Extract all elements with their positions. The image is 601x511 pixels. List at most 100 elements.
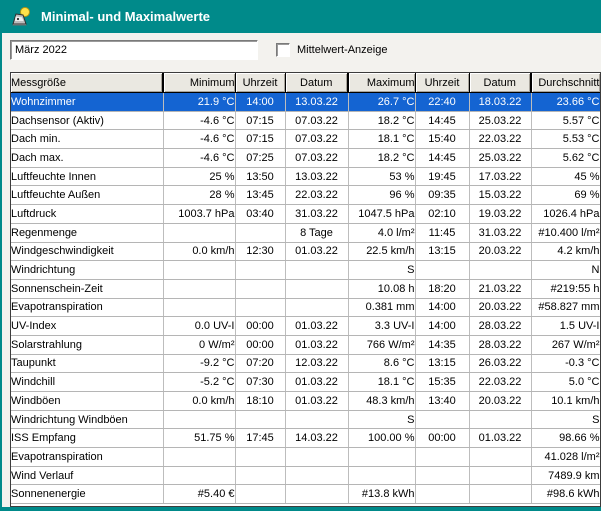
value-cell: 13.03.22: [285, 167, 349, 187]
value-cell: 31.03.22: [285, 204, 349, 224]
column-header[interactable]: Datum: [285, 73, 349, 93]
measurement-name-cell: Windgeschwindigkeit: [11, 242, 164, 262]
value-cell: [285, 410, 349, 430]
column-header[interactable]: Durchschnitt: [530, 73, 600, 93]
value-cell: 28.03.22: [469, 316, 532, 336]
value-cell: 10.08 h: [347, 279, 416, 299]
header-row: Messgröße Minimum Uhrzeit Datum Maximum Uhrze…: [11, 73, 600, 93]
value-cell: 96 %: [347, 185, 416, 206]
measurement-name-cell: Luftfeuchte Außen: [11, 185, 164, 206]
value-cell: 31.03.22: [469, 223, 532, 243]
value-cell: 4.0 l/m²: [347, 223, 416, 243]
value-cell: #10.400 l/m²: [530, 223, 600, 243]
value-cell: 28 %: [162, 185, 236, 206]
column-header[interactable]: Messgröße: [11, 73, 164, 93]
value-cell: 25.03.22: [469, 148, 532, 168]
value-cell: 00:00: [235, 335, 286, 355]
value-cell: 53 %: [347, 167, 416, 187]
value-cell: 26.03.22: [469, 354, 532, 374]
column-header[interactable]: Datum: [469, 73, 532, 93]
value-cell: -4.6 °C: [162, 148, 236, 168]
value-cell: 09:35: [415, 185, 470, 206]
value-cell: [415, 484, 470, 505]
value-cell: [162, 260, 236, 280]
table-row[interactable]: Windgeschwindigkeit 0.0 km/h 12:30 01.03.22…: [11, 242, 600, 262]
table-row[interactable]: Taupunkt -9.2 °C 07:20 12.03.22 8.6 °C 13:15 2…: [11, 354, 600, 374]
value-cell: 12:30: [235, 242, 286, 262]
table-row[interactable]: Windrichtung Windböen S S: [11, 410, 600, 430]
value-cell: #5.40 €: [162, 484, 236, 505]
table-row[interactable]: UV-Index 0.0 UV-I 00:00 01.03.22 3.3 UV-I 14:…: [11, 316, 600, 336]
value-cell: [415, 466, 470, 486]
value-cell: 45 %: [530, 167, 600, 187]
table-row[interactable]: Luftdruck 1003.7 hPa 03:40 31.03.22 1047.5 h…: [11, 204, 600, 224]
value-cell: 19.03.22: [469, 204, 532, 224]
value-cell: 28.03.22: [469, 335, 532, 355]
column-header[interactable]: Minimum: [162, 73, 236, 93]
value-cell: [162, 298, 236, 318]
value-cell: [469, 447, 532, 467]
table-row[interactable]: Evapotranspiration 41.028 l/m²: [11, 447, 600, 467]
table-row[interactable]: Luftfeuchte Außen 28 % 13:45 22.03.22 96 % 09…: [11, 185, 600, 206]
value-cell: 01.03.22: [285, 372, 349, 392]
table-row[interactable]: Wohnzimmer 21.9 °C 14:00 13.03.22 26.7 °C 22:…: [11, 92, 600, 112]
measurement-name-cell: Windrichtung Windböen: [11, 410, 164, 430]
table-row[interactable]: Dach max. -4.6 °C 07:25 07.03.22 18.2 °C 14:4…: [11, 148, 600, 168]
value-cell: [162, 447, 236, 467]
table-row[interactable]: Dach min. -4.6 °C 07:15 07.03.22 18.1 °C 15:4…: [11, 129, 600, 150]
table-row[interactable]: Sonnenschein-Zeit 10.08 h 18:20 21.03.22 #21…: [11, 279, 600, 299]
value-cell: [347, 447, 416, 467]
column-header[interactable]: Uhrzeit: [235, 73, 286, 93]
value-cell: [285, 484, 349, 505]
value-cell: #98.6 kWh: [530, 484, 600, 505]
table-row[interactable]: Dachsensor (Aktiv) -4.6 °C 07:15 07.03.22 18…: [11, 111, 600, 131]
mittelwert-checkbox[interactable]: [276, 43, 290, 57]
table-row[interactable]: ISS Empfang 51.75 % 17:45 14.03.22 100.00 % 0…: [11, 428, 600, 449]
measurement-name-cell: Windchill: [11, 372, 164, 392]
value-cell: 5.0 °C: [530, 372, 600, 392]
value-cell: 01.03.22: [285, 316, 349, 336]
value-cell: 18.2 °C: [347, 148, 416, 168]
period-input[interactable]: [10, 40, 258, 60]
value-cell: [235, 279, 286, 299]
table-row[interactable]: Sonnenenergie #5.40 € #13.8 kWh #98.6 kWh: [11, 484, 600, 505]
value-cell: 18:10: [235, 391, 286, 411]
value-cell: -9.2 °C: [162, 354, 236, 374]
table-row[interactable]: Regenmenge 8 Tage 4.0 l/m² 11:45 31.03.22 #10…: [11, 223, 600, 243]
minmax-grid: Messgröße Minimum Uhrzeit Datum Maximum Uhrze…: [10, 72, 601, 507]
value-cell: 0.0 UV-I: [162, 316, 236, 336]
value-cell: S: [347, 410, 416, 430]
value-cell: [235, 447, 286, 467]
value-cell: 14:00: [415, 298, 470, 318]
value-cell: 1003.7 hPa: [162, 204, 236, 224]
value-cell: -0.3 °C: [530, 354, 600, 374]
measurement-name-cell: Evapotranspiration: [11, 447, 164, 467]
value-cell: 12.03.22: [285, 354, 349, 374]
value-cell: 00:00: [415, 428, 470, 449]
value-cell: 23.66 °C: [530, 92, 600, 112]
table-row[interactable]: Wind Verlauf 7489.9 km: [11, 466, 600, 486]
column-header[interactable]: Uhrzeit: [415, 73, 470, 93]
value-cell: #13.8 kWh: [347, 484, 416, 505]
value-cell: 21.9 °C: [162, 92, 236, 112]
value-cell: 18.2 °C: [347, 111, 416, 131]
measurement-name-cell: Sonnenenergie: [11, 484, 164, 505]
mittelwert-group: Mittelwert-Anzeige: [276, 43, 387, 57]
value-cell: 14.03.22: [285, 428, 349, 449]
value-cell: 07:30: [235, 372, 286, 392]
value-cell: -4.6 °C: [162, 111, 236, 131]
table-row[interactable]: Windböen 0.0 km/h 18:10 01.03.22 48.3 km/h 13…: [11, 391, 600, 411]
measurement-name-cell: Dach max.: [11, 148, 164, 168]
table-row[interactable]: Luftfeuchte Innen 25 % 13:50 13.03.22 53 % 19…: [11, 167, 600, 187]
value-cell: S: [530, 410, 600, 430]
table-row[interactable]: Evapotranspiration 0.381 mm 14:00 20.03.22 #…: [11, 298, 600, 318]
measurement-name-cell: Wind Verlauf: [11, 466, 164, 486]
value-cell: 19:45: [415, 167, 470, 187]
value-cell: 48.3 km/h: [347, 391, 416, 411]
table-row[interactable]: Windchill -5.2 °C 07:30 01.03.22 18.1 °C 15:3…: [11, 372, 600, 392]
value-cell: [415, 447, 470, 467]
value-cell: 22.5 km/h: [347, 242, 416, 262]
table-row[interactable]: Windrichtung S N: [11, 260, 600, 280]
table-row[interactable]: Solarstrahlung 0 W/m² 00:00 01.03.22 766 W/m…: [11, 335, 600, 355]
column-header[interactable]: Maximum: [347, 73, 416, 93]
